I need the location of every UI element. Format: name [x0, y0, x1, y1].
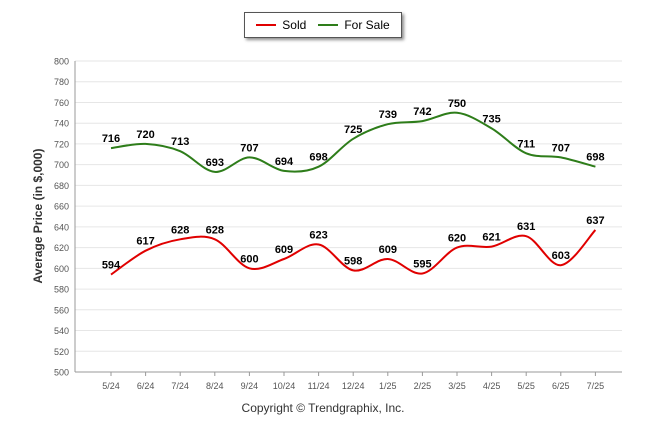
data-label-sold: 603	[552, 250, 570, 262]
y-tick-label: 580	[54, 285, 69, 295]
data-label-sold: 631	[517, 221, 535, 233]
y-tick-label: 760	[54, 98, 69, 108]
data-label-sold: 600	[240, 253, 258, 265]
y-tick-label: 720	[54, 139, 69, 149]
data-label-for-sale: 698	[586, 152, 604, 164]
x-tick-label: 8/24	[206, 381, 224, 391]
x-tick-label: 9/24	[241, 381, 259, 391]
data-label-for-sale: 711	[517, 138, 535, 150]
y-tick-label: 620	[54, 243, 69, 253]
y-tick-label: 500	[54, 368, 69, 378]
data-label-for-sale: 707	[240, 142, 258, 154]
data-label-for-sale: 725	[344, 124, 362, 136]
data-label-sold: 617	[136, 236, 154, 248]
data-label-for-sale: 713	[171, 136, 189, 148]
data-label-sold: 620	[448, 233, 466, 245]
y-tick-label: 520	[54, 347, 69, 357]
series-line-for-sale	[110, 111, 596, 173]
data-label-for-sale: 694	[275, 156, 294, 168]
legend-item-for-sale[interactable]: For Sale	[318, 18, 390, 32]
data-label-for-sale: 735	[482, 113, 500, 125]
legend-label-sold: Sold	[282, 18, 307, 32]
data-label-for-sale: 720	[136, 129, 154, 141]
data-label-sold: 637	[586, 215, 604, 227]
x-tick-label: 3/25	[448, 381, 466, 391]
x-tick-label: 4/25	[483, 381, 501, 391]
y-axis-title: Average Price (in $,000)	[31, 148, 45, 284]
x-tick-label: 10/24	[273, 381, 296, 391]
data-label-sold: 621	[482, 232, 500, 244]
x-tick-label: 6/24	[137, 381, 155, 391]
y-tick-label: 800	[54, 57, 69, 67]
x-tick-label: 5/24	[102, 381, 120, 391]
y-tick-label: 640	[54, 222, 69, 232]
data-label-sold: 628	[171, 224, 189, 236]
data-label-for-sale: 698	[309, 152, 327, 164]
x-tick-label: 2/25	[414, 381, 432, 391]
data-label-sold: 628	[206, 224, 224, 236]
data-label-sold: 609	[379, 244, 397, 256]
y-tick-label: 660	[54, 202, 69, 212]
data-label-for-sale: 693	[206, 157, 224, 169]
legend: Sold For Sale	[244, 12, 402, 38]
x-tick-label: 11/24	[308, 381, 330, 391]
legend-item-sold[interactable]: Sold	[256, 18, 306, 32]
data-label-sold: 623	[309, 229, 327, 241]
series-line-sold	[110, 229, 597, 276]
y-tick-label: 560	[54, 305, 69, 315]
data-label-for-sale: 707	[552, 142, 570, 154]
data-label-sold: 598	[344, 255, 362, 267]
y-tick-label: 600	[54, 264, 69, 274]
sold-swatch-icon	[256, 24, 277, 26]
for-sale-swatch-icon	[318, 24, 339, 26]
y-tick-label: 780	[54, 77, 69, 87]
x-tick-label: 6/25	[552, 381, 570, 391]
data-label-for-sale: 742	[413, 106, 431, 118]
data-label-for-sale: 739	[379, 109, 397, 121]
y-tick-label: 680	[54, 181, 69, 191]
x-tick-label: 1/25	[379, 381, 397, 391]
legend-label-for-sale: For Sale	[344, 18, 390, 32]
y-tick-label: 540	[54, 326, 69, 336]
data-label-sold: 609	[275, 244, 293, 256]
x-tick-label: 12/24	[342, 381, 365, 391]
y-tick-label: 740	[54, 119, 69, 129]
x-tick-label: 7/25	[587, 381, 605, 391]
data-label-sold: 594	[102, 260, 121, 272]
x-tick-label: 5/25	[517, 381, 535, 391]
y-tick-label: 700	[54, 160, 69, 170]
x-tick-label: 7/24	[171, 381, 189, 391]
data-label-for-sale: 750	[448, 98, 466, 110]
data-label-sold: 595	[413, 259, 431, 271]
copyright-text: Copyright © Trendgraphix, Inc.	[241, 401, 405, 415]
data-label-for-sale: 716	[102, 133, 120, 145]
